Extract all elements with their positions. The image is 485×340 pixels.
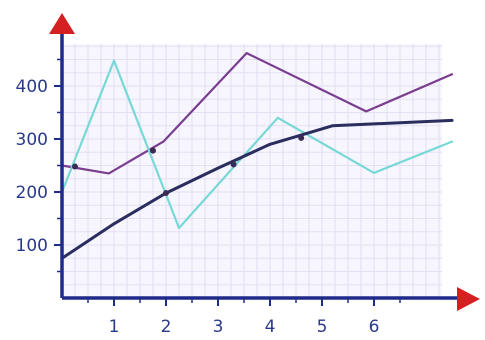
- grid: [61, 44, 442, 299]
- x-tick-label: 5: [317, 317, 328, 337]
- y-tick-label: 300: [16, 130, 48, 150]
- series-lines: [60, 51, 454, 260]
- x-tick-label: 3: [213, 317, 224, 337]
- series-line-2: [60, 59, 454, 230]
- x-tick-label: 2: [161, 317, 172, 337]
- plot-background: [62, 44, 442, 298]
- data-point-marker: [230, 161, 237, 168]
- x-tick-label: 4: [265, 317, 276, 337]
- axes: [49, 13, 480, 311]
- y-tick-label: 100: [16, 236, 48, 256]
- y-tick-label: 400: [16, 77, 48, 97]
- data-point-marker: [150, 147, 156, 154]
- x-tick-label: 1: [109, 317, 120, 337]
- x-axis-arrow: [457, 287, 480, 311]
- y-tick-label: 200: [16, 183, 48, 203]
- data-point-marker: [163, 190, 169, 197]
- series-line-3: [60, 118, 454, 260]
- data-point-marker: [72, 163, 78, 170]
- series-line-1: [60, 51, 454, 175]
- x-tick-label: 6: [369, 317, 380, 337]
- tick-labels: 1 2 3 4 5 6 100 200 300 400: [16, 77, 380, 337]
- y-axis-arrow: [49, 13, 75, 34]
- series-markers: [72, 134, 305, 197]
- data-point-marker: [298, 134, 305, 141]
